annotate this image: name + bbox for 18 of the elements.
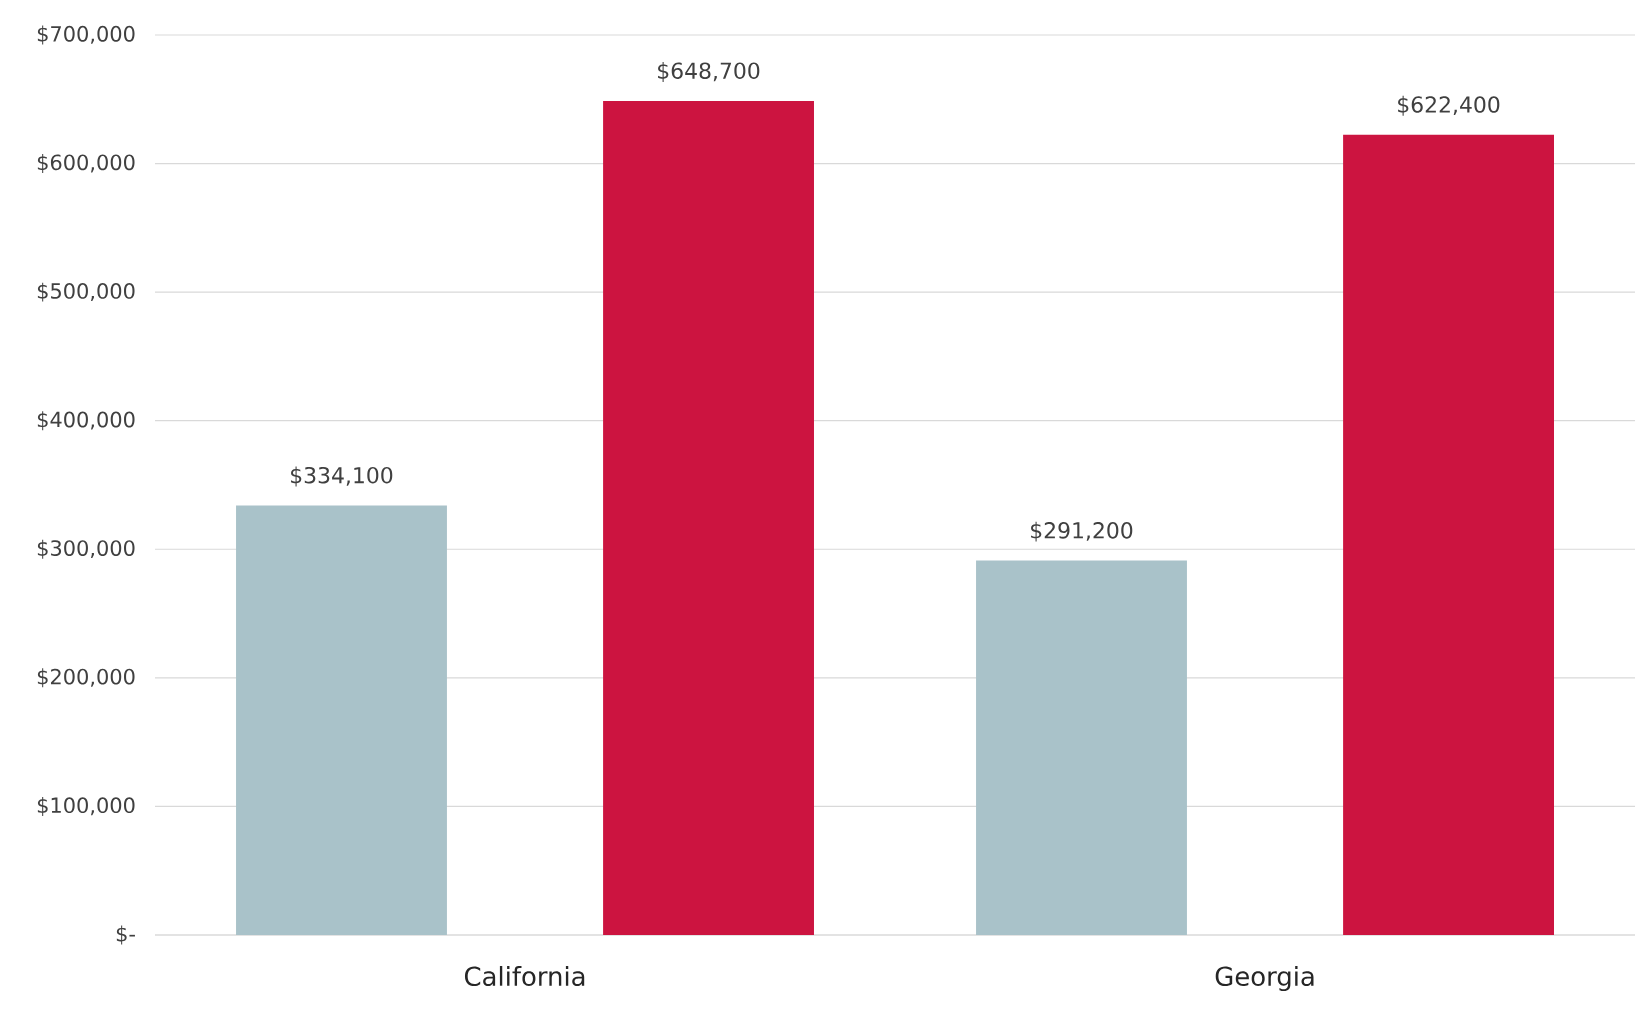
bar — [976, 560, 1187, 935]
data-label: $622,400 — [1398, 95, 1500, 116]
bar — [603, 100, 814, 935]
bar — [1343, 134, 1554, 935]
data-label: $648,700 — [658, 62, 760, 82]
y-tick-label: $600,000 — [37, 154, 135, 174]
y-tick-label: $500,000 — [37, 282, 135, 302]
y-tick-label: $200,000 — [37, 668, 135, 688]
x-tick-label: California — [464, 966, 585, 987]
y-tick-label: $400,000 — [37, 411, 135, 431]
data-label: $334,100 — [291, 466, 393, 487]
y-tick-label: $700,000 — [37, 25, 135, 45]
data-label: $291,200 — [1031, 521, 1133, 542]
y-tick-label: $300,000 — [37, 539, 135, 559]
y-tick-label: $- — [116, 925, 135, 945]
x-tick-label: Georgia — [1215, 966, 1314, 992]
bar — [236, 505, 447, 935]
y-tick-label: $100,000 — [37, 796, 135, 816]
